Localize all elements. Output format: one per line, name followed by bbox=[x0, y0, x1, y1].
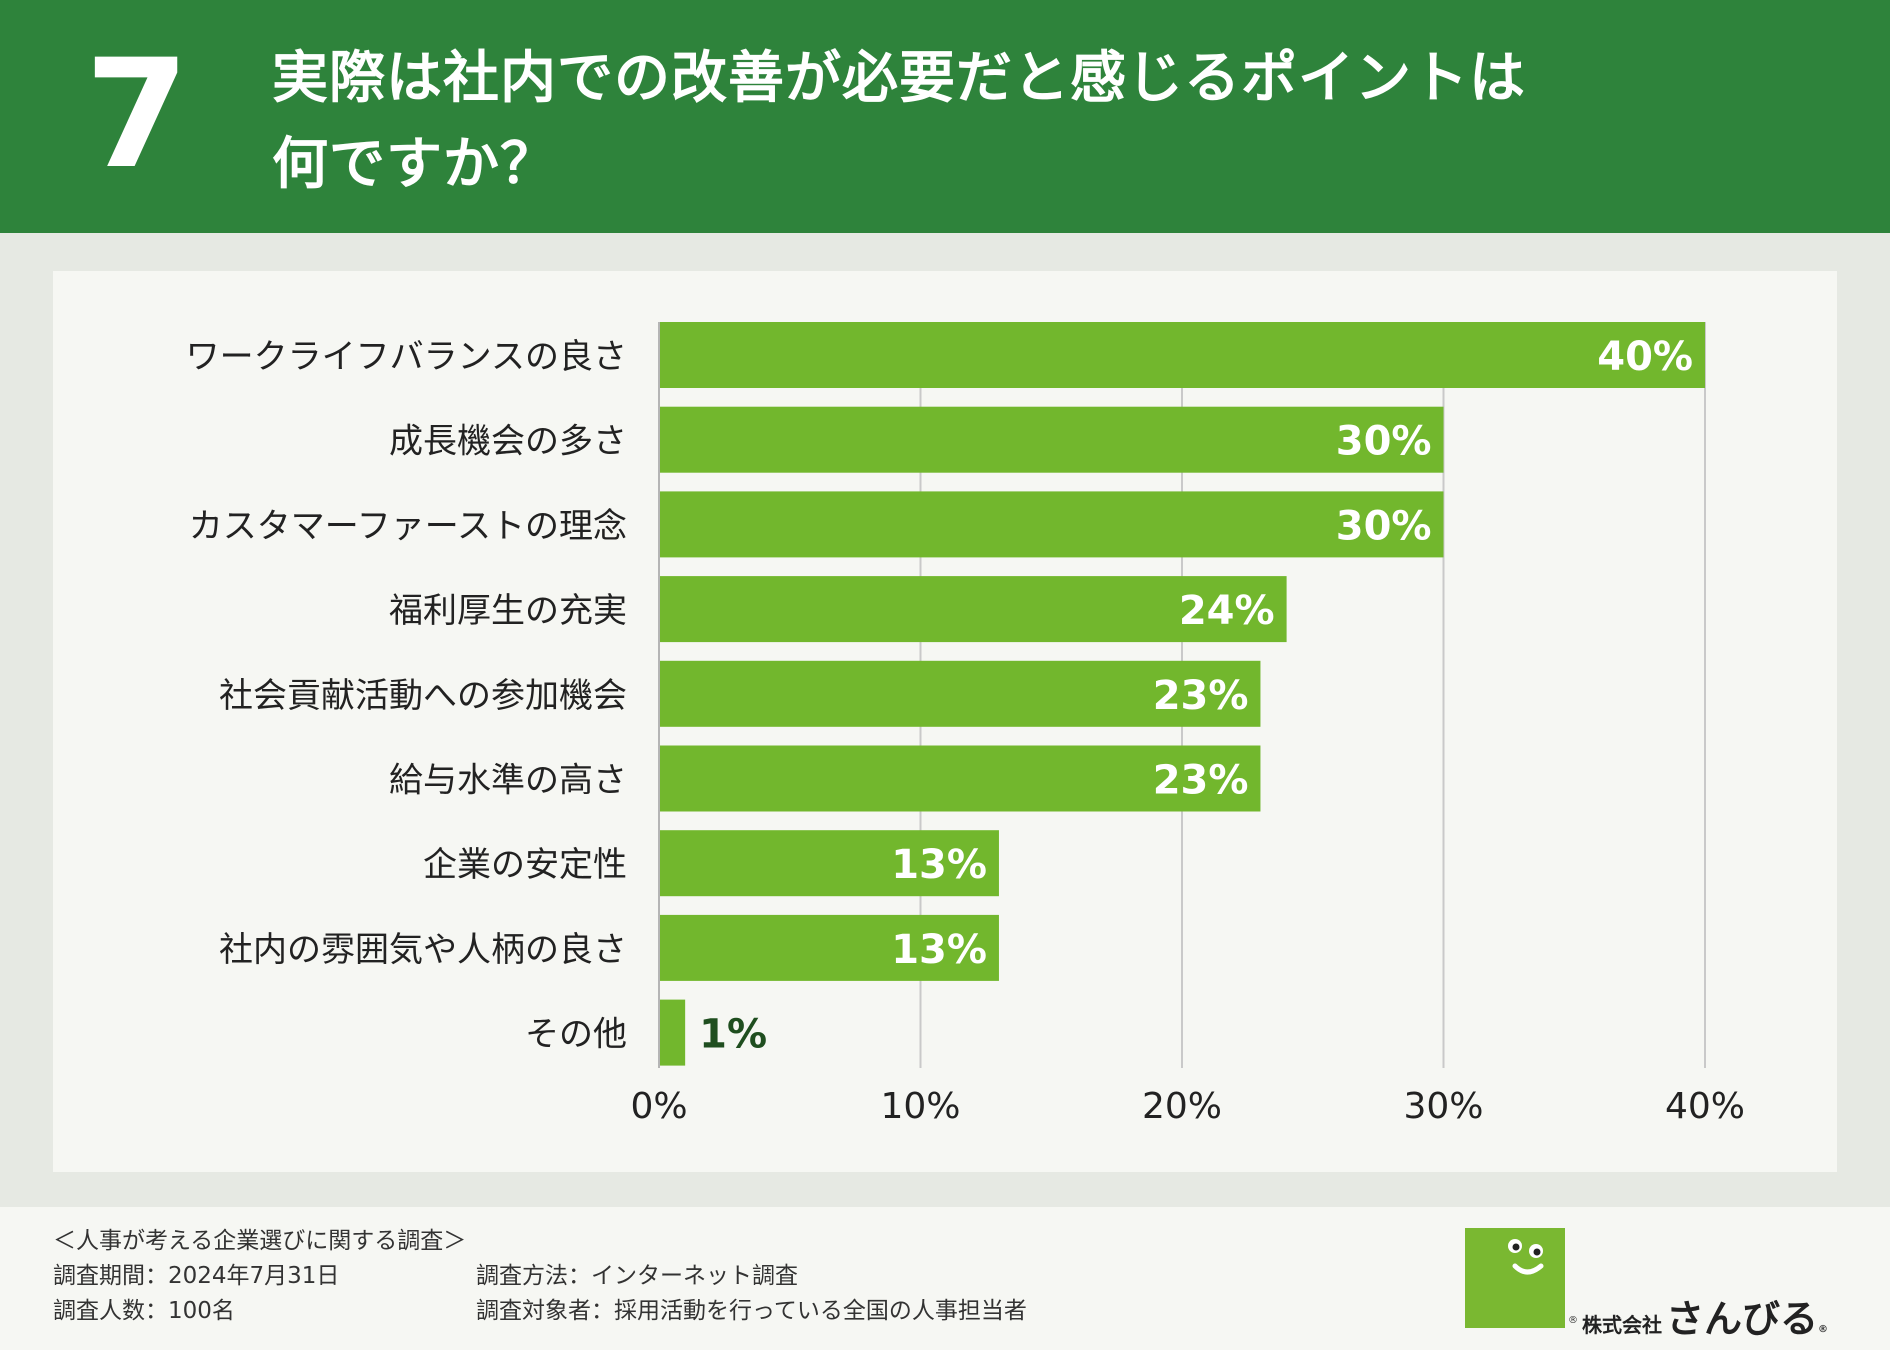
survey-respondents: 調査人数：100名 bbox=[53, 1298, 235, 1324]
smiley-mascot-icon bbox=[1465, 1228, 1565, 1328]
bar bbox=[659, 406, 1444, 473]
bar bbox=[659, 491, 1444, 558]
bar bbox=[659, 576, 1287, 643]
data-label: 23% bbox=[1153, 673, 1249, 719]
logo-corp-label: 株式会社 bbox=[1582, 1313, 1662, 1337]
question-number: 7 bbox=[84, 28, 190, 202]
category-label: 社内の雰囲気や人柄の良さ bbox=[219, 930, 627, 970]
category-label: カスタマーファーストの理念 bbox=[189, 506, 627, 546]
data-label: 1% bbox=[699, 1012, 767, 1058]
bar bbox=[659, 745, 1261, 812]
survey-period: 調査期間：2024年7月31日 bbox=[53, 1263, 340, 1289]
survey-method: 調査方法：インターネット調査 bbox=[476, 1263, 798, 1289]
logo-mascot bbox=[1465, 1228, 1565, 1328]
logo-company-name: さんびる bbox=[1666, 1297, 1819, 1341]
survey-name: ＜人事が考える企業選びに関する調査＞ bbox=[53, 1228, 467, 1254]
data-label: 30% bbox=[1336, 503, 1432, 549]
logo-registered-mark-2: ® bbox=[1818, 1324, 1829, 1335]
company-logo: 株式会社 さんびる® bbox=[1582, 1288, 1828, 1343]
tick-label: 40% bbox=[1665, 1086, 1745, 1127]
question-title-line2: 何ですか？ bbox=[272, 132, 557, 197]
footer: ＜人事が考える企業選びに関する調査＞ 調査期間：2024年7月31日 調査方法：… bbox=[0, 1207, 1890, 1350]
bar bbox=[659, 830, 999, 897]
category-label: 成長機会の多さ bbox=[389, 422, 627, 462]
category-label: 企業の安定性 bbox=[423, 845, 627, 885]
tick-label: 10% bbox=[880, 1086, 960, 1127]
tick-label: 30% bbox=[1403, 1086, 1483, 1127]
header-banner: 7 実際は社内での改善が必要だと感じるポイントは 何ですか？ bbox=[0, 0, 1890, 233]
data-label: 24% bbox=[1179, 588, 1275, 634]
question-title-line1: 実際は社内での改善が必要だと感じるポイントは bbox=[272, 46, 1526, 111]
bar bbox=[659, 660, 1261, 727]
category-label: ワークライフバランスの良さ bbox=[186, 337, 627, 377]
bar bbox=[659, 914, 999, 981]
category-label: その他 bbox=[525, 1015, 627, 1055]
survey-target: 調査対象者：採用活動を行っている全国の人事担当者 bbox=[476, 1298, 1027, 1324]
category-label: 給与水準の高さ bbox=[389, 761, 627, 801]
tick-label: 20% bbox=[1142, 1086, 1222, 1127]
category-label: 社会貢献活動への参加機会 bbox=[219, 676, 627, 716]
data-label: 30% bbox=[1336, 419, 1432, 465]
data-label: 13% bbox=[891, 927, 987, 973]
question-title: 実際は社内での改善が必要だと感じるポイントは 何ですか？ bbox=[272, 36, 1692, 208]
data-label: 23% bbox=[1153, 758, 1249, 804]
tick-label: 0% bbox=[630, 1086, 687, 1127]
category-label: 福利厚生の充実 bbox=[389, 591, 627, 631]
bar bbox=[659, 999, 686, 1066]
data-label: 13% bbox=[891, 842, 987, 888]
data-label: 40% bbox=[1597, 334, 1693, 380]
bar bbox=[659, 322, 1705, 388]
logo-registered-mark: ® bbox=[1568, 1315, 1578, 1326]
